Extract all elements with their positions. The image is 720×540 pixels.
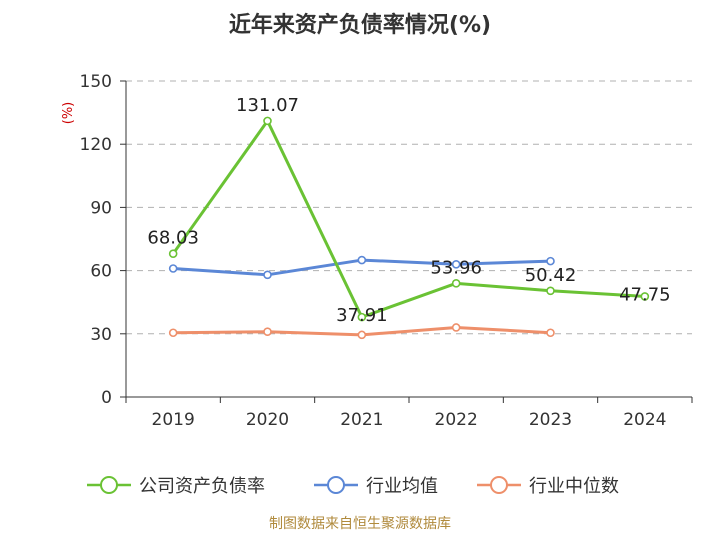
data-point [168,328,178,338]
data-point [357,255,367,265]
legend-marker [100,476,118,494]
legend-marker [490,476,508,494]
y-tick-label: 60 [90,262,112,282]
axes: 0 30 60 90 120 150 2019 2020 2021 2022 2023 2024 [80,72,693,430]
legend-item[interactable]: 行业中位数 [477,476,619,497]
y-tick-label: 90 [90,198,112,218]
data-point [451,259,461,269]
data-label: 37.91 [336,305,388,326]
legend-marker [327,476,345,494]
legend[interactable]: 公司资产负债率 行业均值 行业中位数 [87,476,619,497]
y-tick-label: 0 [101,388,112,408]
y-axis-unit-label: (%) [61,102,76,125]
legend-label: 公司资产负债率 [139,476,265,497]
x-tick-label: 2022 [435,410,478,430]
data-point [357,312,367,322]
x-tick-label: 2020 [246,410,289,430]
data-point [546,256,555,266]
data-point [451,323,461,332]
chart-title: 近年来资产负债率情况(%) [229,12,491,38]
source-footnote: 制图数据来自恒生聚源数据库 [269,516,451,532]
data-point [640,292,650,301]
data-point [357,330,367,340]
legend-item[interactable]: 行业均值 [314,476,438,497]
data-labels: 68.03 131.07 37.91 53.96 50.42 47.75 [147,95,670,326]
data-point [546,328,555,338]
data-label: 53.96 [430,257,482,278]
data-label: 68.03 [147,228,199,249]
x-tick-label: 2024 [623,410,666,430]
x-tick-label: 2023 [529,410,572,430]
x-tick-label: 2021 [340,410,383,430]
series-lines [168,116,650,340]
data-point [451,279,461,288]
y-tick-label: 150 [80,72,112,92]
y-tick-label: 120 [80,135,112,155]
data-label: 47.75 [619,284,671,305]
data-point [263,327,272,336]
gridlines [126,80,692,335]
data-point [168,264,178,273]
x-tick-label: 2019 [152,410,195,430]
data-point [168,249,178,258]
data-label: 50.42 [525,265,577,286]
data-label: 131.07 [236,95,299,116]
data-point [263,270,272,280]
legend-item[interactable]: 公司资产负债率 [87,476,265,497]
y-tick-label: 30 [90,325,112,345]
legend-label: 行业中位数 [529,476,619,497]
series-line [171,119,645,319]
legend-label: 行业均值 [366,476,438,497]
data-point [546,286,555,296]
data-point [263,116,272,126]
